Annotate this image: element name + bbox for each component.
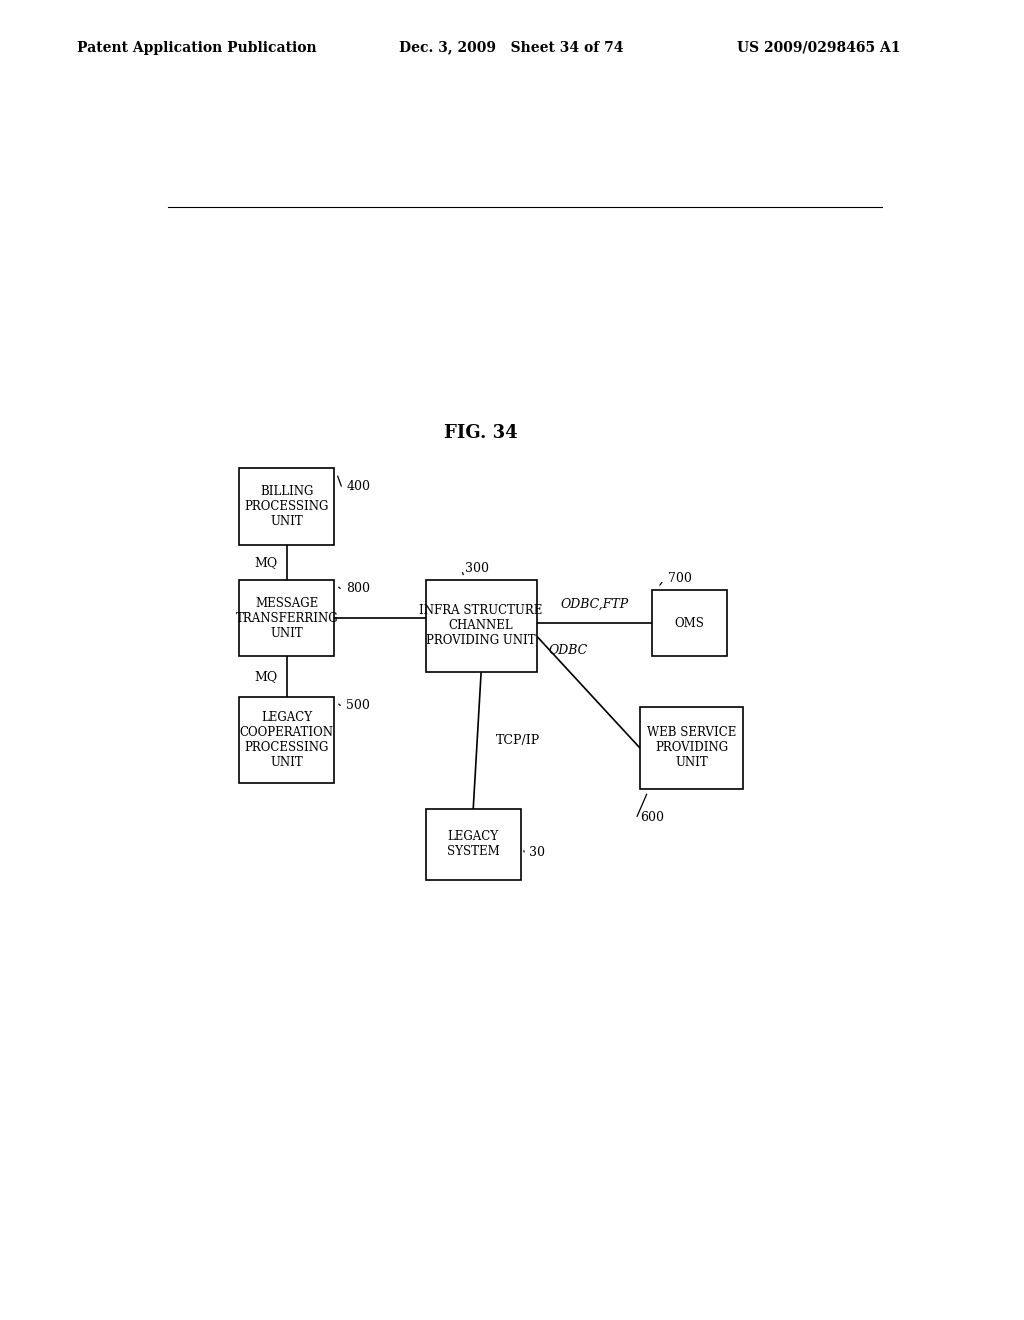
Text: LEGACY
SYSTEM: LEGACY SYSTEM <box>446 830 500 858</box>
Text: INFRA STRUCTURE
CHANNEL
PROVIDING UNIT: INFRA STRUCTURE CHANNEL PROVIDING UNIT <box>420 605 543 647</box>
Text: BILLING
PROCESSING
UNIT: BILLING PROCESSING UNIT <box>245 484 329 528</box>
Text: Patent Application Publication: Patent Application Publication <box>77 41 316 54</box>
Text: 30: 30 <box>528 846 545 859</box>
Text: TCP/IP: TCP/IP <box>496 734 540 747</box>
Bar <box>640 708 743 788</box>
Text: FIG. 34: FIG. 34 <box>444 424 518 442</box>
Text: MESSAGE
TRANSFERRING
UNIT: MESSAGE TRANSFERRING UNIT <box>236 597 338 640</box>
Text: 400: 400 <box>346 480 371 494</box>
Text: MQ: MQ <box>254 556 278 569</box>
Text: ODBC,FTP: ODBC,FTP <box>560 598 629 611</box>
Bar <box>240 697 334 784</box>
Text: MQ: MQ <box>254 671 278 684</box>
Bar <box>240 581 334 656</box>
Text: 700: 700 <box>668 572 691 585</box>
Bar <box>240 469 334 545</box>
Text: 600: 600 <box>640 810 664 824</box>
Text: 300: 300 <box>465 561 489 574</box>
Text: WEB SERVICE
PROVIDING
UNIT: WEB SERVICE PROVIDING UNIT <box>647 726 736 770</box>
Text: OMS: OMS <box>675 616 705 630</box>
Bar <box>426 581 537 672</box>
Text: 800: 800 <box>346 582 371 595</box>
Bar <box>652 590 727 656</box>
Text: LEGACY
COOPERATION
PROCESSING
UNIT: LEGACY COOPERATION PROCESSING UNIT <box>240 711 334 770</box>
Text: 500: 500 <box>346 698 370 711</box>
Text: ODBC: ODBC <box>549 644 588 657</box>
Text: US 2009/0298465 A1: US 2009/0298465 A1 <box>737 41 901 54</box>
Bar <box>426 809 521 880</box>
Text: Dec. 3, 2009   Sheet 34 of 74: Dec. 3, 2009 Sheet 34 of 74 <box>399 41 624 54</box>
